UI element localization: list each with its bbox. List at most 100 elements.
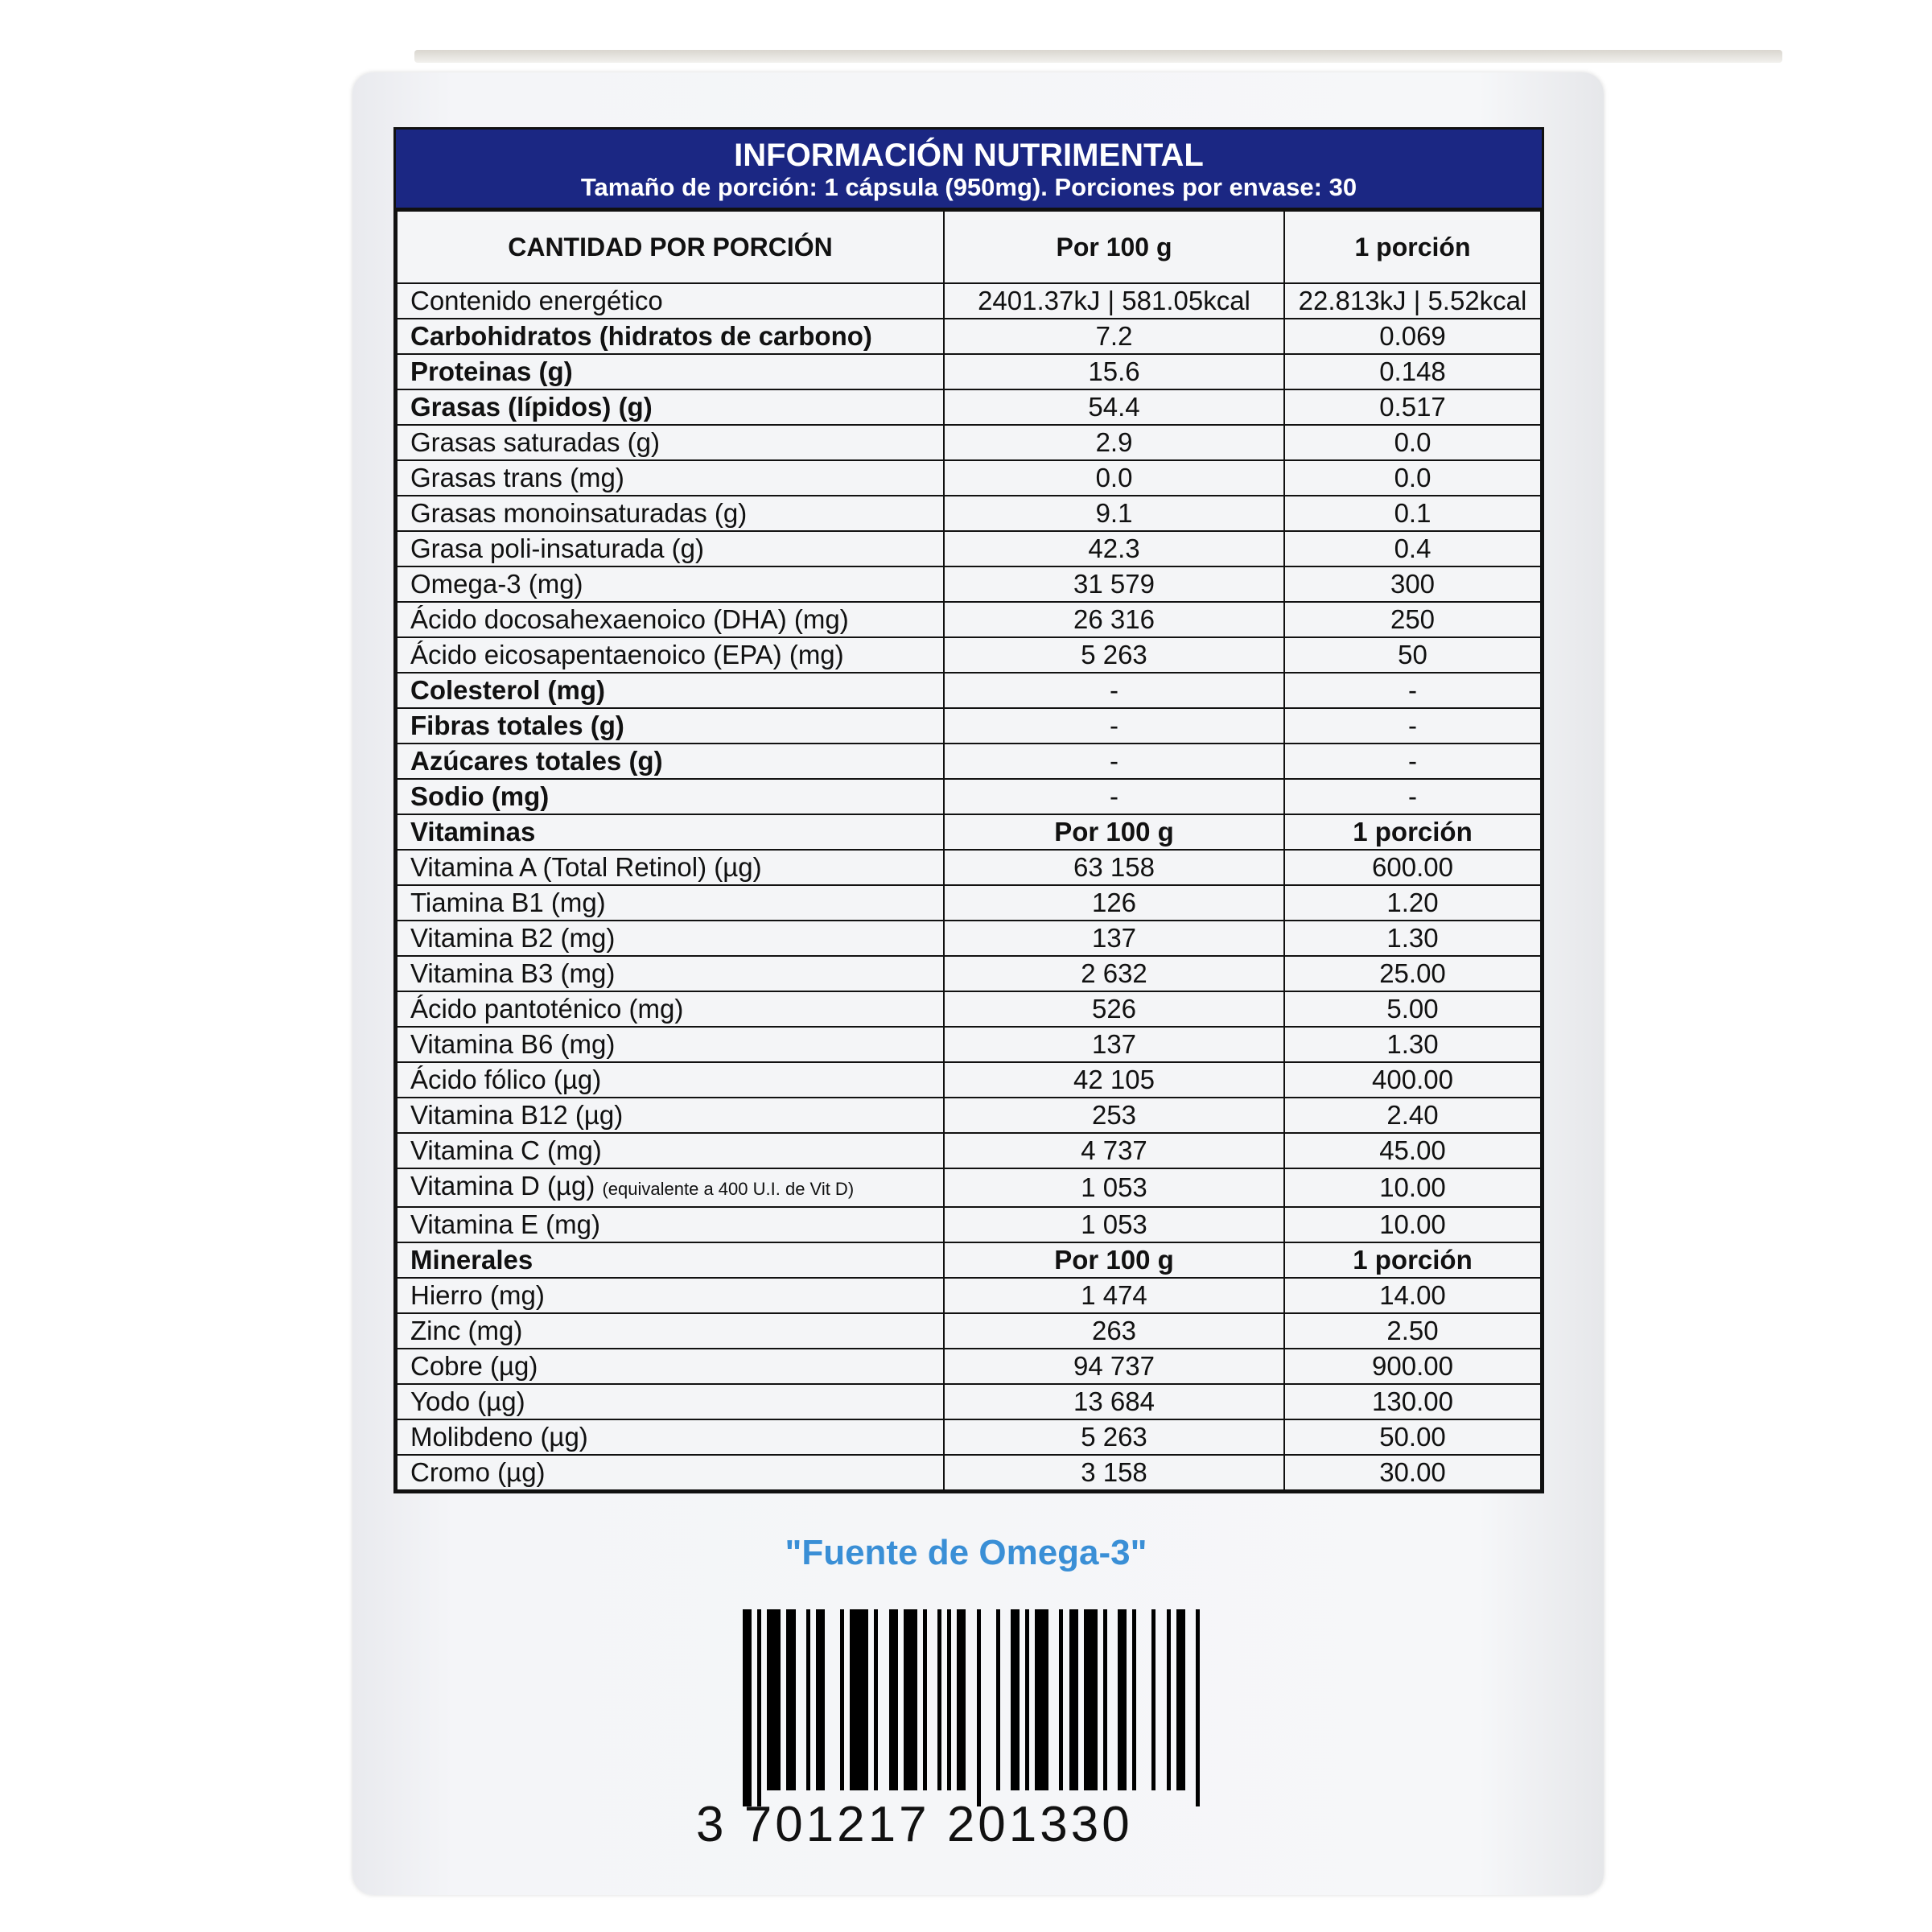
cell-text: 5 263 — [1081, 1422, 1147, 1452]
cell-text: 126 — [1091, 888, 1137, 917]
cell-text: 0.069 — [1379, 321, 1446, 351]
nutrient-label: Vitamina B2 (mg) — [396, 920, 945, 957]
nutrient-label: Vitamina A (Total Retinol) (µg) — [396, 849, 945, 886]
table-row: Vitamina B6 (mg) 137 1.30 — [396, 1026, 1542, 1063]
nutrient-label: Omega-3 (mg) — [396, 566, 945, 603]
barcode-bar — [743, 1609, 752, 1806]
cell-text: 2401.37kJ | 581.05kcal — [978, 286, 1250, 315]
cell-text: 0.0 — [1095, 463, 1133, 492]
barcode-bar — [1132, 1609, 1137, 1790]
cell-text: Sodio (mg) — [410, 781, 550, 811]
cell-text: 22.813kJ | 5.52kcal — [1298, 286, 1527, 315]
portion-value: - — [1283, 707, 1542, 744]
cell-text: Azúcares totales (g) — [410, 746, 663, 776]
cell-text: 1.20 — [1386, 888, 1439, 917]
cell-text: - — [1110, 746, 1118, 776]
per100-value: 1 474 — [943, 1277, 1285, 1314]
cell-text: Zinc (mg) — [410, 1316, 523, 1345]
nutrient-label: Ácido fólico (µg) — [396, 1061, 945, 1098]
nutrient-label: Zinc (mg) — [396, 1312, 945, 1349]
column-header-portion: 1 porción — [1283, 210, 1542, 284]
table-row: Ácido docosahexaenoico (DHA) (mg) 26 316 2… — [396, 601, 1542, 638]
cell-text: 900.00 — [1372, 1351, 1453, 1381]
nutrition-table: CANTIDAD POR PORCIÓN Por 100 g 1 porción… — [396, 210, 1542, 1491]
cell-text: 137 — [1091, 1029, 1137, 1059]
per100-value: 0.0 — [943, 459, 1285, 496]
table-row: Grasas (lípidos) (g) 54.4 0.517 — [396, 389, 1542, 426]
cell-text: 130.00 — [1372, 1386, 1453, 1416]
nutrient-label: Grasas trans (mg) — [396, 459, 945, 496]
nutrient-label: Molibdeno (µg) — [396, 1419, 945, 1456]
barcode-bar — [947, 1609, 952, 1790]
cell-text: 137 — [1091, 923, 1137, 953]
table-row: Grasa poli-insaturada (g) 42.3 0.4 — [396, 530, 1542, 567]
nutrient-label: Proteinas (g) — [396, 353, 945, 390]
table-row: Molibdeno (µg) 5 263 50.00 — [396, 1419, 1542, 1456]
cell-text: 600.00 — [1372, 852, 1453, 882]
table-row: Ácido fólico (µg) 42 105 400.00 — [396, 1061, 1542, 1098]
nutrient-label: Contenido energético — [396, 282, 945, 319]
cell-text: 250 — [1390, 604, 1436, 634]
cell-text: 54.4 — [1088, 392, 1140, 422]
portion-value: 0.069 — [1283, 318, 1542, 355]
per100-value: 42.3 — [943, 530, 1285, 567]
cell-text: 0.0 — [1394, 427, 1431, 457]
cell-text: Colesterol (mg) — [410, 675, 606, 705]
cell-text: 1 053 — [1081, 1172, 1147, 1202]
per100-value: 31 579 — [943, 566, 1285, 603]
per100-value: 42 105 — [943, 1061, 1285, 1098]
nutrient-label: Grasas (lípidos) (g) — [396, 389, 945, 426]
nutrient-label: Grasa poli-insaturada (g) — [396, 530, 945, 567]
cell-text: 14.00 — [1379, 1280, 1446, 1310]
section-heading-cell: Minerales — [396, 1242, 945, 1279]
column-header-nutrient: CANTIDAD POR PORCIÓN — [396, 210, 945, 284]
nutrition-header-band: INFORMACIÓN NUTRIMENTAL Tamaño de porció… — [396, 130, 1542, 210]
nutrient-label: Colesterol (mg) — [396, 672, 945, 709]
barcode-bar — [1195, 1609, 1200, 1806]
portion-value: 30.00 — [1283, 1454, 1542, 1491]
portion-value: 1.30 — [1283, 1026, 1542, 1063]
portion-value: 1.30 — [1283, 920, 1542, 957]
cell-text: Yodo (µg) — [410, 1386, 525, 1416]
table-row: Ácido pantoténico (mg) 526 5.00 — [396, 991, 1542, 1028]
barcode-bar — [976, 1609, 981, 1806]
cell-text: 1.30 — [1386, 1029, 1439, 1059]
vitamin-d-note: (equivalente a 400 U.I. de Vit D) — [602, 1179, 855, 1199]
nutrient-label: Fibras totales (g) — [396, 707, 945, 744]
portion-value: 0.517 — [1283, 389, 1542, 426]
portion-value: - — [1283, 778, 1542, 815]
per100-value: 526 — [943, 991, 1285, 1028]
per100-value: 5 263 — [943, 1419, 1285, 1456]
section-heading-cell: Vitaminas — [396, 814, 945, 851]
table-row: Tiamina B1 (mg) 126 1.20 — [396, 884, 1542, 921]
nutrient-label: Yodo (µg) — [396, 1383, 945, 1420]
per100-value: 253 — [943, 1097, 1285, 1134]
nutrition-facts-panel: INFORMACIÓN NUTRIMENTAL Tamaño de porció… — [393, 127, 1544, 1493]
per100-value: 3 158 — [943, 1454, 1285, 1491]
cell-text: 2.9 — [1095, 427, 1133, 457]
cell-text: 1 474 — [1081, 1280, 1147, 1310]
nutrient-label: Grasas monoinsaturadas (g) — [396, 495, 945, 532]
per100-value: - — [943, 743, 1285, 780]
cell-text: 42.3 — [1088, 533, 1140, 563]
table-row: Azúcares totales (g) - - — [396, 743, 1542, 780]
portion-value: 400.00 — [1283, 1061, 1542, 1098]
cell-text: Omega-3 (mg) — [410, 569, 583, 599]
table-row: Vitamina B2 (mg) 137 1.30 — [396, 920, 1542, 957]
column-header-per100: Por 100 g — [943, 210, 1285, 284]
cell-text: Cobre (µg) — [410, 1351, 538, 1381]
table-row: Vitamina B12 (µg) 253 2.40 — [396, 1097, 1542, 1134]
cell-text: Proteinas (g) — [410, 356, 573, 386]
barcode-bar — [840, 1609, 845, 1790]
barcode-bar — [888, 1609, 898, 1790]
cell-text: 10.00 — [1379, 1172, 1446, 1202]
per100-value: 7.2 — [943, 318, 1285, 355]
cell-text: 263 — [1091, 1316, 1137, 1345]
table-row: Cromo (µg) 3 158 30.00 — [396, 1454, 1542, 1491]
table-row: Carbohidratos (hidratos de carbono) 7.2 0.… — [396, 318, 1542, 355]
portion-value: 0.148 — [1283, 353, 1542, 390]
cell-text: Fibras totales (g) — [410, 711, 624, 740]
table-row: Cobre (µg) 94 737 900.00 — [396, 1348, 1542, 1385]
table-header-row: CANTIDAD POR PORCIÓN Por 100 g 1 porción — [396, 210, 1542, 284]
portion-value: 0.4 — [1283, 530, 1542, 567]
